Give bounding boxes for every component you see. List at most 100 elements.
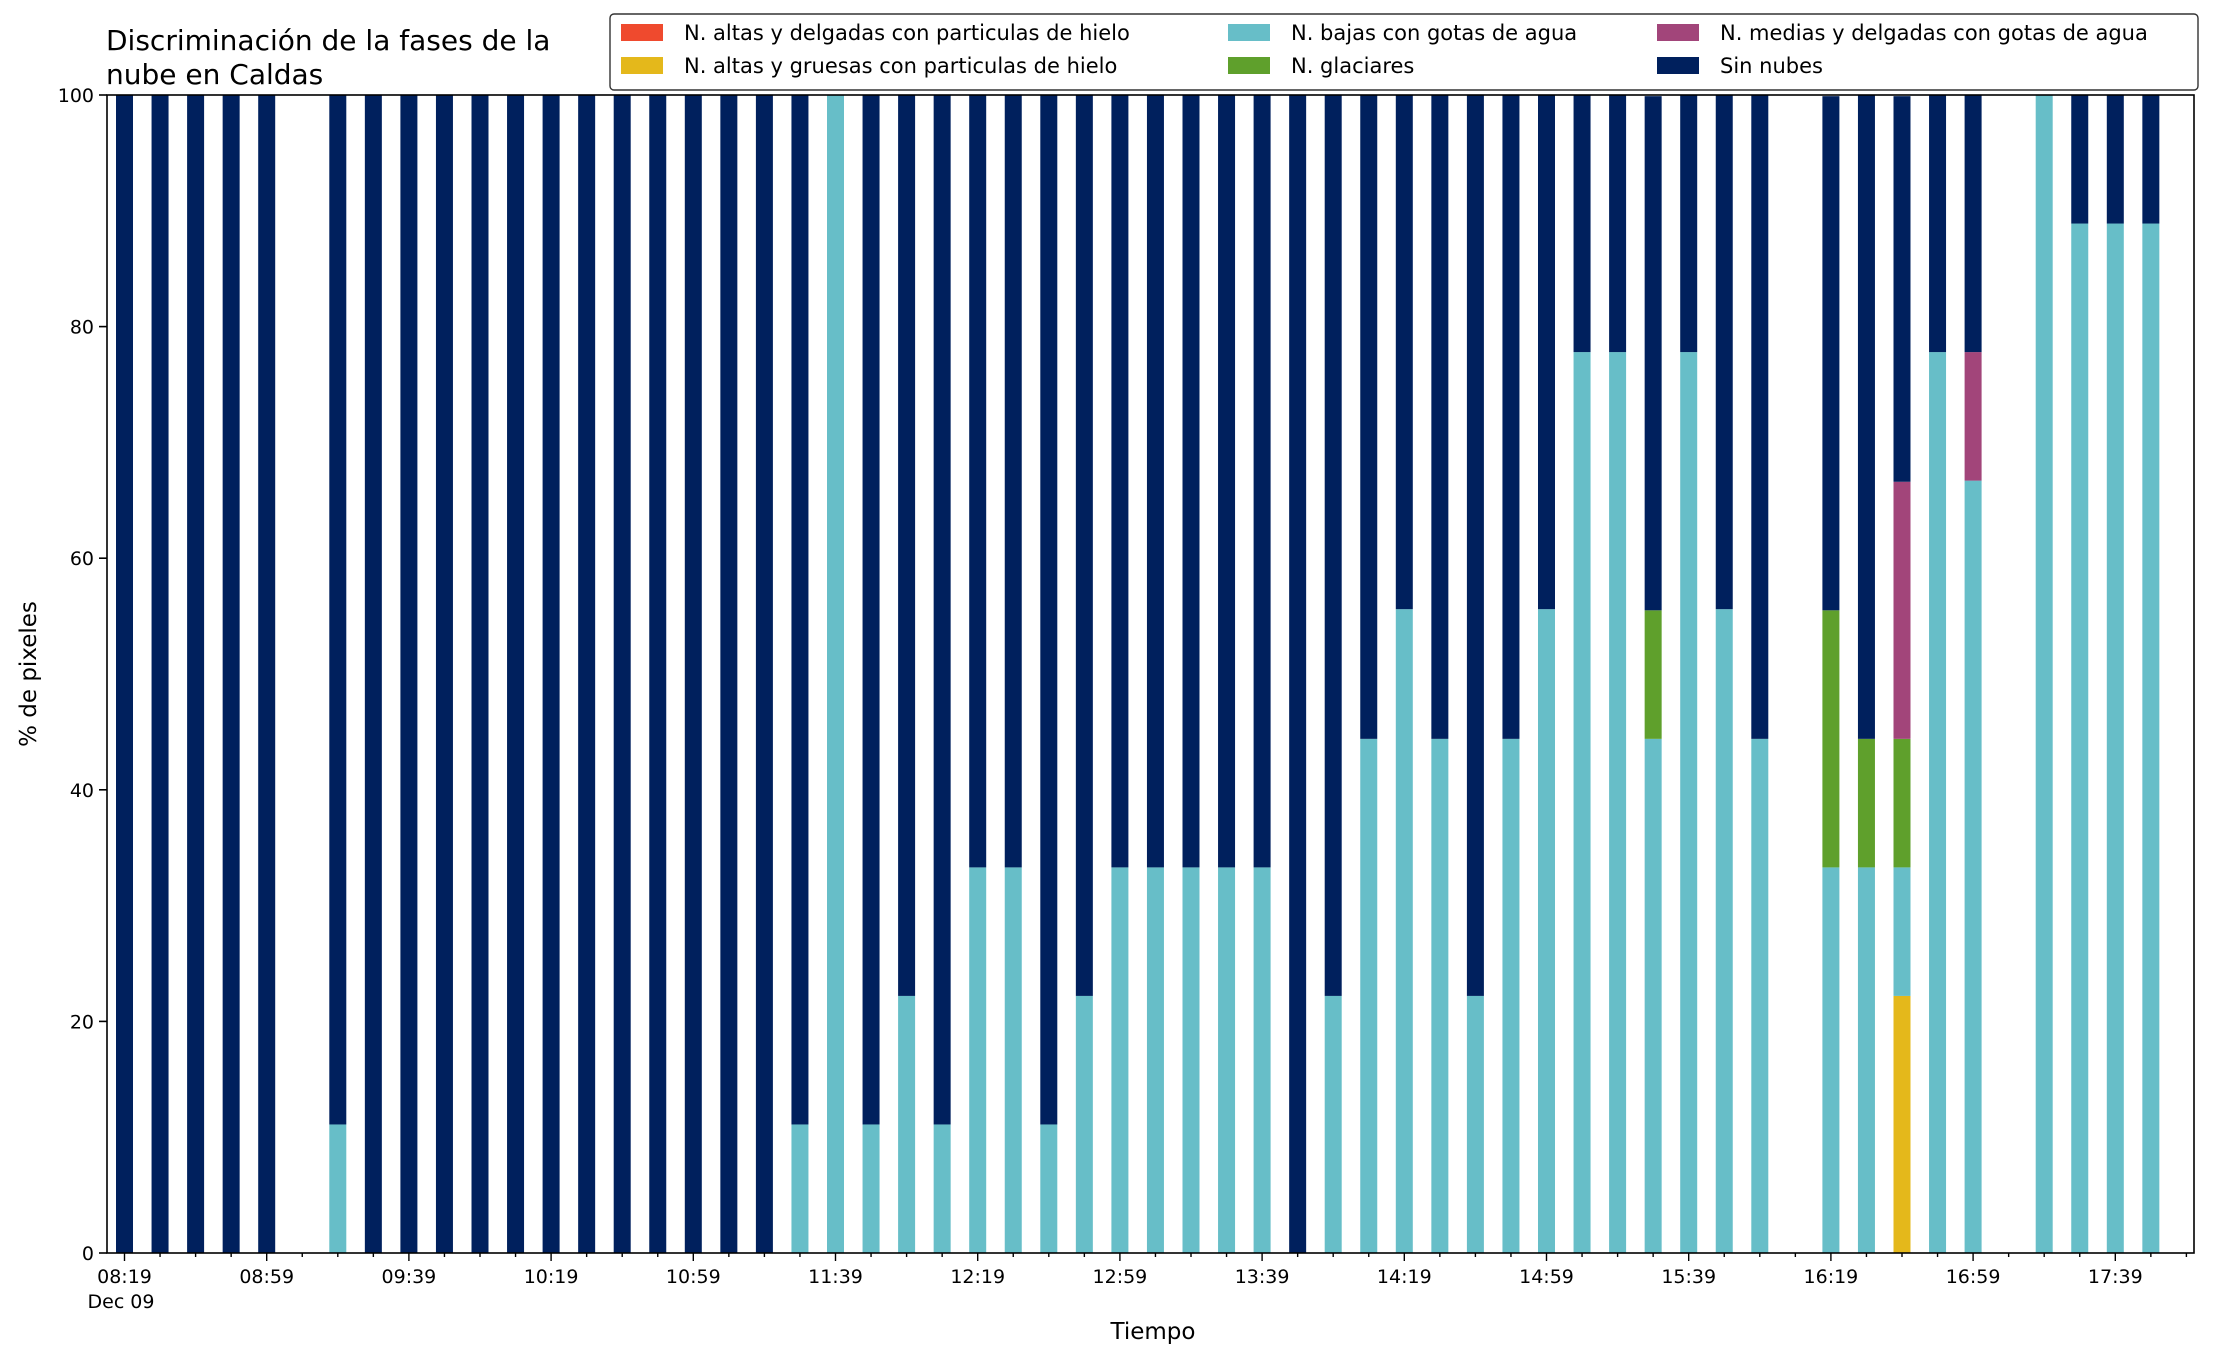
bar-segment-2-31 (1218, 867, 1236, 1253)
legend-label-1: N. altas y gruesas con particulas de hie… (684, 54, 1117, 78)
bar-segment-5-22 (898, 95, 916, 996)
x-axis: 08:19 08:59 09:39 10:19 10:59 11:39 12:19 12:59… (88, 1253, 2188, 1313)
bar-segment-2-45 (1715, 609, 1733, 1253)
y-axis-label: % de pixeles (16, 601, 42, 747)
bar-segment-5-46 (1751, 95, 1769, 739)
bar-segment-2-43 (1644, 738, 1662, 1253)
bar-segment-5-57 (2142, 95, 2160, 224)
bar-segment-5-43 (1644, 96, 1662, 611)
bar-segment-3-48 (1822, 610, 1840, 868)
legend-label-0: N. altas y delgadas con particulas de hi… (684, 21, 1130, 45)
bar-segment-2-56 (2106, 223, 2124, 1253)
bar-segment-5-45 (1715, 95, 1733, 610)
bar-segment-5-38 (1466, 95, 1484, 996)
bar-segment-5-23 (933, 95, 951, 1125)
bar-segment-5-16 (684, 95, 702, 1253)
legend-swatch-1 (621, 57, 663, 74)
bar-segment-5-36 (1395, 95, 1413, 610)
x-tick-label-4: 10:59 (666, 1266, 721, 1288)
bar-segment-5-19 (791, 95, 809, 1125)
bar-segment-2-51 (1929, 352, 1947, 1254)
legend-swatch-4 (1657, 24, 1699, 41)
bar-segment-2-57 (2142, 223, 2160, 1253)
bar-segment-5-50 (1893, 96, 1911, 482)
bar-segment-2-24 (969, 867, 987, 1253)
bar-segment-2-44 (1680, 352, 1698, 1254)
bar-segment-2-21 (862, 1124, 880, 1253)
bar-segment-5-39 (1502, 95, 1520, 739)
y-tick-label-20: 20 (70, 1011, 94, 1033)
bar-segment-2-55 (2071, 223, 2089, 1253)
bar-segment-2-25 (1004, 867, 1022, 1253)
bar-segment-5-15 (649, 95, 667, 1253)
bar-segment-5-52 (1964, 95, 1982, 353)
bar-segment-5-11 (507, 95, 525, 1253)
plot-frame (106, 94, 2195, 1254)
x-tick-label-11: 15:39 (1661, 1266, 1716, 1288)
x-date-label: Dec 09 (88, 1291, 155, 1313)
bar-segment-5-32 (1253, 95, 1271, 868)
bar-segment-5-26 (1040, 95, 1058, 1125)
bar-segment-2-32 (1253, 867, 1271, 1253)
bar-segment-2-39 (1502, 738, 1520, 1253)
x-tick-label-8: 13:39 (1235, 1266, 1290, 1288)
y-tick-label-60: 60 (70, 548, 94, 570)
legend-label-3: N. glaciares (1291, 54, 1414, 78)
x-tick-label-1: 08:59 (239, 1266, 294, 1288)
y-axis: 0 20 40 60 80 100 (58, 85, 107, 1265)
bar-segment-2-29 (1146, 867, 1164, 1253)
bar-segment-2-6 (329, 1124, 347, 1253)
bar-segment-5-18 (755, 95, 773, 1253)
x-tick-label-13: 16:59 (1946, 1266, 2001, 1288)
x-tick-label-3: 10:19 (524, 1266, 579, 1288)
bar-segment-5-35 (1360, 95, 1378, 739)
bar-segment-2-28 (1111, 867, 1129, 1253)
y-tick-label-40: 40 (70, 780, 94, 802)
chart-title: Discriminación de la fases de la nube en… (106, 24, 559, 91)
bar-segment-5-34 (1324, 95, 1342, 996)
plot-area (116, 95, 2160, 1254)
x-tick-label-2: 09:39 (382, 1266, 437, 1288)
bar-segment-5-0 (116, 95, 133, 1253)
y-tick-label-100: 100 (58, 85, 94, 107)
bar-segment-1-50 (1893, 995, 1911, 1253)
bar-segment-2-52 (1964, 480, 1982, 1253)
bar-segment-3-50 (1893, 738, 1911, 868)
bar-segment-2-35 (1360, 738, 1378, 1253)
x-tick-label-14: 17:39 (2088, 1266, 2143, 1288)
bar-segment-2-27 (1075, 995, 1093, 1253)
bar-segment-5-1 (151, 95, 169, 1253)
bar-segment-5-33 (1289, 95, 1307, 1253)
x-tick-label-0: 08:19 (97, 1266, 152, 1288)
bar-segment-5-56 (2106, 95, 2124, 224)
bar-segment-2-37 (1431, 738, 1449, 1253)
bar-segment-5-14 (613, 95, 631, 1253)
legend-swatch-0 (621, 24, 663, 41)
bar-segment-2-19 (791, 1124, 809, 1253)
x-tick-label-9: 14:19 (1377, 1266, 1432, 1288)
bar-segment-5-51 (1929, 95, 1947, 353)
bar-segment-4-50 (1893, 481, 1911, 739)
bar-segment-5-7 (364, 95, 382, 1253)
legend-swatch-3 (1228, 57, 1270, 74)
x-tick-label-5: 11:39 (808, 1266, 863, 1288)
bar-segment-5-24 (969, 95, 987, 868)
y-tick-label-0: 0 (82, 1243, 94, 1265)
bar-segment-5-13 (578, 95, 596, 1253)
bar-segment-5-12 (542, 95, 560, 1253)
legend-swatch-2 (1228, 24, 1270, 41)
bar-segment-2-34 (1324, 995, 1342, 1253)
bar-segment-5-48 (1822, 96, 1840, 611)
legend-label-2: N. bajas con gotas de agua (1291, 21, 1577, 45)
bar-segment-5-37 (1431, 95, 1449, 739)
bar-segment-5-41 (1573, 95, 1591, 353)
bar-segment-2-48 (1822, 867, 1840, 1253)
x-tick-label-10: 14:59 (1519, 1266, 1574, 1288)
chart-title-line-2: nube en Caldas (106, 58, 323, 91)
bar-segment-5-8 (400, 95, 418, 1253)
bar-segment-5-10 (471, 95, 489, 1253)
bar-segment-2-40 (1538, 609, 1555, 1253)
legend-box (609, 13, 2199, 91)
bar-segment-5-25 (1004, 95, 1022, 868)
